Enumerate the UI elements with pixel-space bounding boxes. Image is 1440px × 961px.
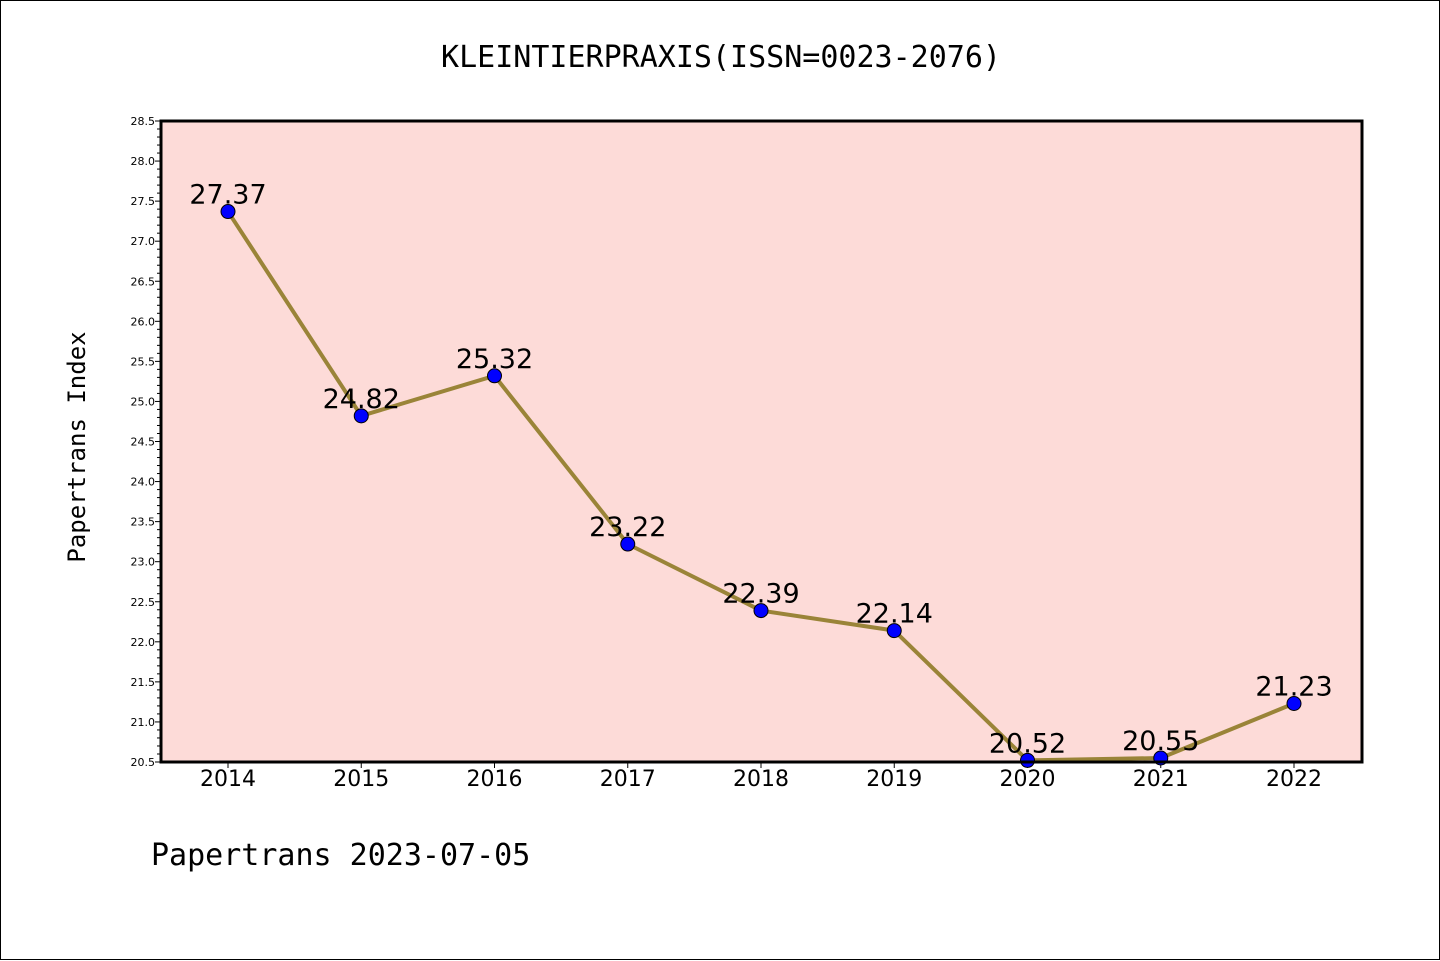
data-point bbox=[353, 408, 369, 424]
y-tick-label: 22.5 bbox=[131, 596, 156, 609]
y-tick-label: 21.5 bbox=[131, 676, 156, 689]
y-tick-label: 22.0 bbox=[131, 636, 156, 649]
y-tick-label: 28.0 bbox=[131, 155, 156, 168]
data-label: 22.39 bbox=[722, 579, 799, 610]
x-tick-label: 2017 bbox=[600, 767, 656, 792]
x-tick-label: 2022 bbox=[1266, 767, 1322, 792]
y-tick-label: 26.0 bbox=[131, 315, 156, 328]
x-tick-label: 2014 bbox=[200, 767, 256, 792]
data-label: 22.14 bbox=[856, 599, 933, 630]
y-tick-label: 28.5 bbox=[131, 115, 156, 128]
x-tick-label: 2016 bbox=[467, 767, 523, 792]
data-label: 21.23 bbox=[1255, 672, 1332, 703]
y-tick-label: 24.0 bbox=[131, 476, 156, 489]
data-point bbox=[753, 603, 769, 619]
y-tick-label: 25.0 bbox=[131, 395, 156, 408]
data-point bbox=[1286, 696, 1302, 712]
y-axis: 20.5 21.0 21.5 22.0 22.5 23.0 23.5 24.0 24.5 25.0… bbox=[131, 115, 161, 769]
y-tick-label: 27.0 bbox=[131, 235, 156, 248]
data-label: 23.22 bbox=[589, 512, 666, 543]
footer-note: Papertrans 2023-07-05 bbox=[151, 838, 530, 873]
y-tick-label: 24.5 bbox=[131, 436, 156, 449]
x-tick-label: 2020 bbox=[1000, 767, 1056, 792]
y-axis-label: Papertrans Index bbox=[63, 331, 91, 562]
data-point bbox=[1020, 752, 1035, 768]
y-tick-label: 21.0 bbox=[131, 716, 156, 729]
y-tick-label: 27.5 bbox=[131, 195, 156, 208]
data-label: 20.55 bbox=[1122, 726, 1199, 757]
data-point bbox=[886, 623, 902, 639]
data-point bbox=[220, 204, 236, 220]
x-tick-label: 2019 bbox=[866, 767, 922, 792]
data-point bbox=[487, 368, 502, 384]
data-point bbox=[620, 536, 636, 552]
data-label: 20.52 bbox=[989, 728, 1066, 759]
x-axis: 2014 2015 2016 2017 2018 2019 2020 2021 2022 bbox=[200, 762, 1322, 792]
x-tick-label: 2021 bbox=[1133, 767, 1189, 792]
y-tick-label: 20.5 bbox=[131, 756, 156, 769]
y-tick-label: 26.5 bbox=[131, 275, 156, 288]
data-label: 24.82 bbox=[323, 384, 400, 415]
data-label: 25.32 bbox=[456, 344, 533, 375]
x-tick-label: 2015 bbox=[333, 767, 389, 792]
chart-title: KLEINTIERPRAXIS(ISSN=0023-2076) bbox=[441, 40, 1001, 75]
series-layer: 27.37 24.82 25.32 23.22 22.39 22.14 20.52 20.55… bbox=[189, 180, 1333, 768]
y-tick-label: 23.0 bbox=[131, 556, 156, 569]
x-tick-label: 2018 bbox=[733, 767, 789, 792]
plot-frame bbox=[159, 119, 1364, 764]
y-tick-label: 25.5 bbox=[131, 355, 156, 368]
plot-area bbox=[161, 121, 1362, 762]
data-label: 27.37 bbox=[189, 180, 266, 211]
y-tick-label: 23.5 bbox=[131, 516, 156, 529]
